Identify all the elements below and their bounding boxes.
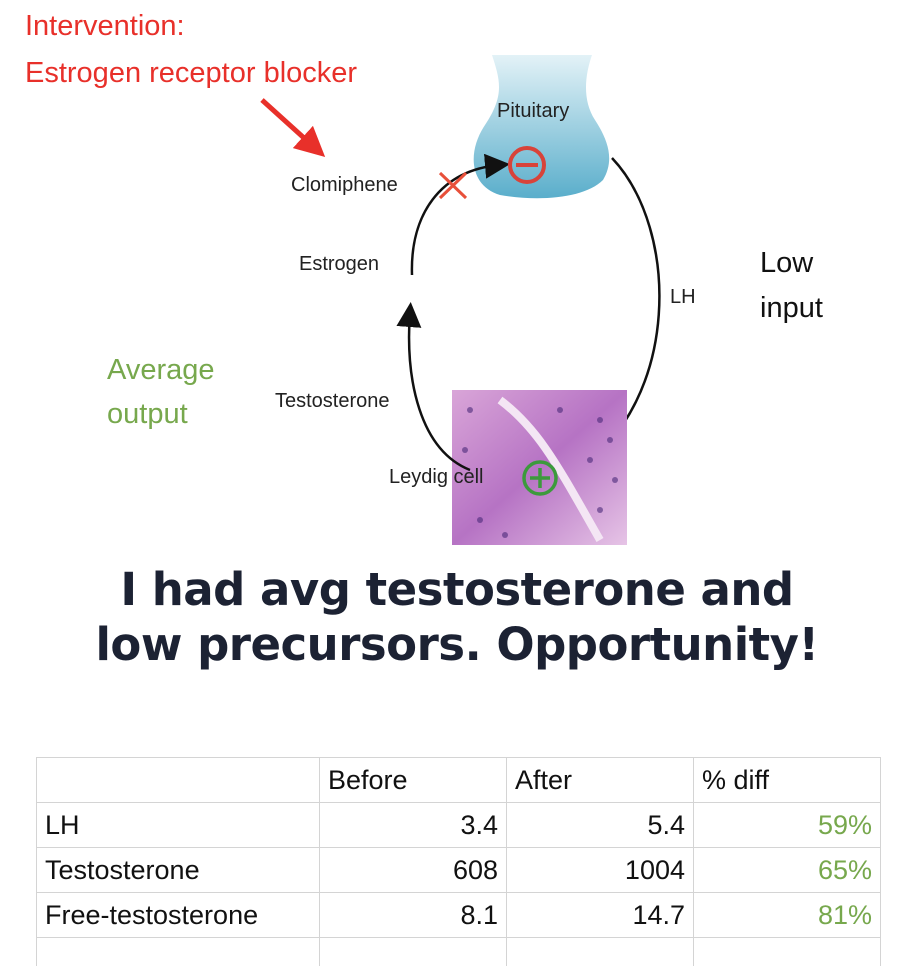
heading: I had avg testosterone and low precursor…	[0, 562, 914, 672]
testosterone-arrow	[396, 302, 471, 472]
low-input-line1: Low	[760, 247, 814, 279]
row-label: Testosterone	[36, 847, 320, 893]
diff-cell: 59%	[693, 802, 881, 848]
clomiphene-label: Clomiphene	[291, 174, 398, 196]
intervention-subtitle: Estrogen receptor blocker	[25, 57, 358, 89]
table-row: Free-testosterone 8.1 14.7 81%	[36, 892, 881, 938]
testosterone-label: Testosterone	[275, 390, 390, 412]
results-table: Before After % diff LH 3.4 5.4 59% Testo…	[36, 757, 881, 966]
table-row: LH 3.4 5.4 59%	[36, 802, 881, 848]
avg-output-line2: output	[107, 398, 188, 430]
empty-row	[36, 937, 881, 966]
feedback-diagram	[260, 55, 661, 545]
heading-line1: I had avg testosterone and	[120, 563, 794, 616]
lh-label: LH	[670, 286, 696, 308]
avg-output-line1: Average	[107, 354, 215, 386]
header-cell	[36, 757, 320, 803]
estrogen-label: Estrogen	[299, 253, 380, 275]
before-cell: 608	[319, 847, 507, 893]
red-arrow	[260, 98, 326, 158]
after-cell: 14.7	[506, 892, 694, 938]
header-cell: % diff	[693, 757, 881, 803]
block-x-icon	[438, 171, 468, 200]
table-header-row: Before After % diff	[36, 757, 881, 803]
pituitary-label: Pituitary	[497, 100, 570, 122]
leydig-label: Leydig cell	[389, 466, 484, 488]
plus-icon	[522, 460, 558, 496]
low-input-line2: input	[760, 292, 823, 324]
diff-cell: 81%	[693, 892, 881, 938]
header-cell: After	[506, 757, 694, 803]
row-label: Free-testosterone	[36, 892, 320, 938]
table-row: Testosterone 608 1004 65%	[36, 847, 881, 893]
heading-line2: low precursors. Opportunity!	[95, 618, 819, 671]
intervention-title: Intervention:	[25, 10, 185, 42]
before-cell: 3.4	[319, 802, 507, 848]
minus-icon	[508, 146, 546, 184]
after-cell: 1004	[506, 847, 694, 893]
row-label: LH	[36, 802, 320, 848]
before-cell: 8.1	[319, 892, 507, 938]
estrogen-arrow	[410, 153, 510, 276]
after-cell: 5.4	[506, 802, 694, 848]
tissue-nuclei	[462, 407, 618, 538]
header-cell: Before	[319, 757, 507, 803]
diff-cell: 65%	[693, 847, 881, 893]
